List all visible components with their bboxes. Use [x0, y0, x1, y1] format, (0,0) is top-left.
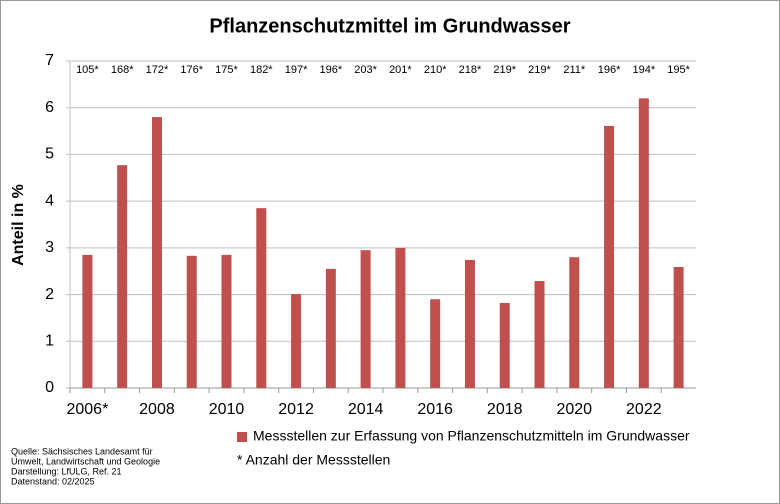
annotation: 219* — [528, 64, 551, 76]
bar — [186, 255, 197, 388]
annotation: 201* — [389, 64, 412, 76]
bar — [430, 299, 441, 388]
annotation: 105* — [76, 64, 99, 76]
bar — [534, 281, 545, 388]
annotation: 196* — [598, 64, 621, 76]
bar — [638, 98, 649, 388]
x-tick-label: 2008 — [139, 401, 175, 418]
x-tick-label: 2016 — [417, 401, 453, 418]
chart-title: Pflanzenschutzmittel im Grundwasser — [209, 15, 570, 37]
x-tick-label: 2014 — [348, 401, 384, 418]
x-tick-label: 2020 — [556, 401, 592, 418]
y-tick-label: 0 — [45, 379, 54, 396]
x-tick-label: 2022 — [626, 401, 662, 418]
annotation: 195* — [667, 64, 690, 76]
x-tick-label: 2012 — [278, 401, 314, 418]
bar — [395, 247, 406, 388]
source: Darstellung: LfULG, Ref. 21 — [11, 466, 122, 476]
annotation: 219* — [493, 64, 516, 76]
bar — [604, 125, 615, 388]
annotation: 176* — [180, 64, 203, 76]
y-axis-label: Anteil in % — [10, 184, 27, 266]
legend-swatch — [237, 432, 247, 442]
bar — [499, 302, 510, 388]
source: Datenstand: 02/2025 — [11, 476, 95, 486]
annotation: 175* — [215, 64, 238, 76]
annotation: 218* — [459, 64, 482, 76]
x-tick-label: 2006* — [66, 401, 108, 418]
note: * Anzahl der Messstellen — [237, 452, 390, 468]
bar — [151, 117, 162, 389]
bar — [325, 268, 336, 388]
bar — [117, 165, 128, 388]
annotation: 194* — [633, 64, 656, 76]
x-tick-label: 2018 — [487, 401, 523, 418]
bar — [221, 254, 232, 388]
annotation: 211* — [563, 64, 586, 76]
bar — [673, 267, 684, 388]
annotation: 196* — [320, 64, 343, 76]
y-tick-label: 6 — [45, 99, 54, 116]
annotation: 203* — [354, 64, 377, 76]
annotation: 168* — [111, 64, 134, 76]
bar — [360, 250, 371, 388]
annotation: 172* — [146, 64, 169, 76]
y-tick-label: 1 — [45, 333, 54, 350]
legend-label: Messstellen zur Erfassung von Pflanzensc… — [253, 428, 690, 444]
annotation: 210* — [424, 64, 447, 76]
bar — [569, 257, 580, 388]
bar — [256, 208, 267, 388]
bar — [82, 254, 93, 388]
source: Quelle: Sächsisches Landesamt für — [11, 446, 153, 456]
y-tick-label: 3 — [45, 239, 54, 256]
x-tick-label: 2010 — [209, 401, 245, 418]
annotation: 182* — [250, 64, 273, 76]
y-tick-label: 7 — [45, 52, 54, 69]
bar — [464, 260, 475, 388]
y-tick-label: 5 — [45, 146, 54, 163]
y-tick-label: 4 — [45, 192, 54, 209]
bar — [291, 294, 302, 388]
source: Umwelt, Landwirtschaft und Geologie — [11, 456, 160, 466]
y-tick-label: 2 — [45, 286, 54, 303]
annotation: 197* — [285, 64, 308, 76]
